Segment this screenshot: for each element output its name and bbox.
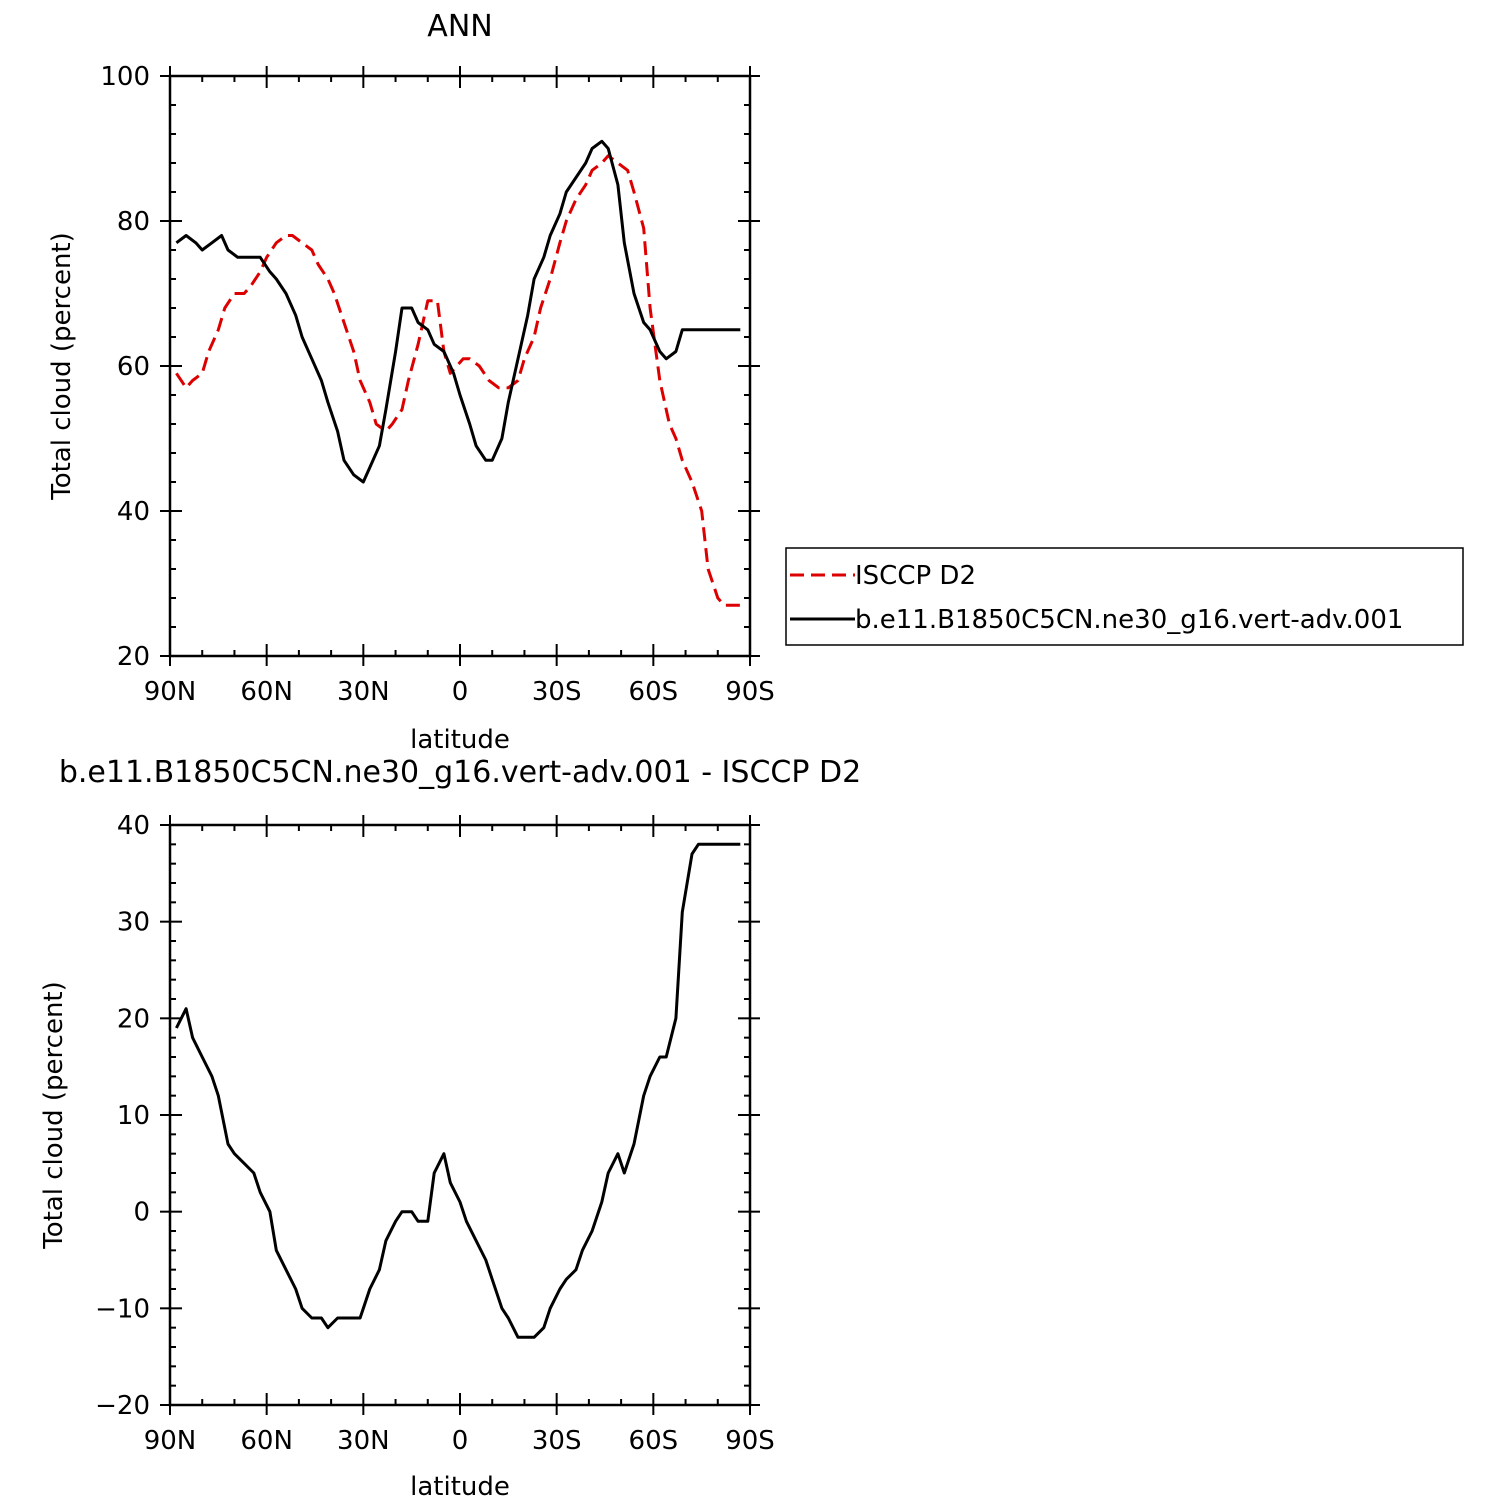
- x-tick-label: 30S: [532, 677, 582, 707]
- x-tick-label: 60N: [240, 677, 293, 707]
- top-axis-ticks: 90N 60N 30N 0 30S 60S 90S 20 40 60 80 100: [100, 62, 774, 707]
- x-tick-label: 60S: [629, 1426, 679, 1456]
- series-line-0: [175, 842, 741, 1339]
- bottom-series-group: [175, 842, 741, 1339]
- y-tick-label: 20: [117, 642, 150, 672]
- top-chart-title: ANN: [427, 9, 492, 44]
- x-tick-label: 30N: [337, 677, 390, 707]
- x-tick-label: 60N: [240, 1426, 293, 1456]
- x-tick-label: 90N: [144, 677, 197, 707]
- legend-frame: [785, 547, 1464, 646]
- x-tick-label: 0: [452, 677, 469, 707]
- top-panel: ANN 90N 60N 30N 0 30S 60S 90S 20 40 60 80 100 latit…: [47, 9, 1464, 755]
- x-tick-label: 60S: [629, 677, 679, 707]
- bottom-y-axis-title: Total cloud (percent): [39, 981, 69, 1250]
- top-y-axis-title: Total cloud (percent): [47, 232, 77, 501]
- y-tick-label: 80: [117, 207, 150, 237]
- y-tick-label: 10: [117, 1101, 150, 1131]
- y-tick-label: 30: [117, 908, 150, 938]
- x-tick-label: 90S: [725, 1426, 775, 1456]
- series-line-0: [175, 154, 747, 607]
- bottom-x-axis-title: latitude: [410, 1472, 510, 1502]
- y-tick-label: 60: [117, 352, 150, 382]
- y-tick-label: 20: [117, 1004, 150, 1034]
- y-tick-label: −20: [95, 1391, 150, 1421]
- bottom-axis-ticks: 90N 60N 30N 0 30S 60S 90S −20 −10 0 10 20 30 40: [95, 811, 775, 1456]
- y-tick-label: 100: [100, 62, 150, 92]
- legend: ISCCP D2 b.e11.B1850C5CN.ne30_g16.vert-a…: [785, 547, 1464, 646]
- top-plot-frame: [168, 74, 752, 658]
- top-x-axis-title: latitude: [410, 725, 510, 755]
- y-tick-label: 40: [117, 811, 150, 841]
- x-tick-label: 90N: [144, 1426, 197, 1456]
- y-tick-label: −10: [95, 1294, 150, 1324]
- legend-label-model: b.e11.B1850C5CN.ne30_g16.vert-adv.001: [855, 605, 1403, 635]
- legend-label-isccp: ISCCP D2: [855, 561, 976, 591]
- bottom-plot-frame: [168, 823, 752, 1407]
- y-tick-label: 40: [117, 497, 150, 527]
- x-tick-label: 0: [452, 1426, 469, 1456]
- bottom-chart-title: b.e11.B1850C5CN.ne30_g16.vert-adv.001 - …: [59, 755, 861, 790]
- y-tick-label: 0: [133, 1198, 150, 1228]
- x-tick-label: 90S: [725, 677, 775, 707]
- top-series-group: [175, 139, 747, 607]
- bottom-panel: b.e11.B1850C5CN.ne30_g16.vert-adv.001 - …: [39, 755, 861, 1502]
- x-tick-label: 30S: [532, 1426, 582, 1456]
- x-tick-label: 30N: [337, 1426, 390, 1456]
- series-line-1: [175, 139, 741, 484]
